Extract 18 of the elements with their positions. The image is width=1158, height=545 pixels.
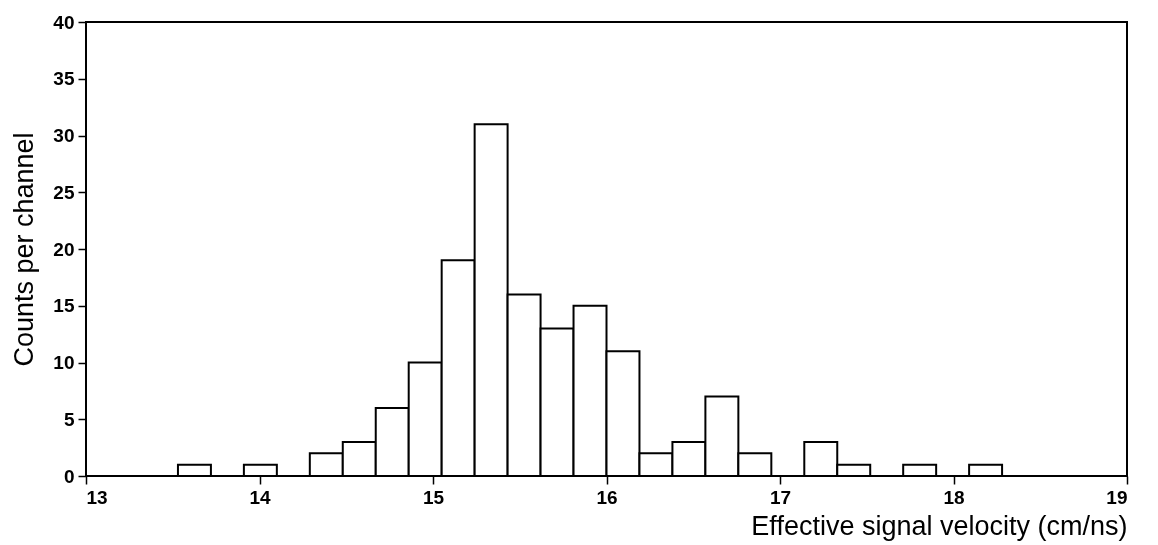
y-axis-title: Counts per channel (9, 132, 40, 367)
y-tick-label: 5 (63, 408, 75, 430)
y-tick-label: 25 (53, 181, 75, 203)
x-tick-label: 15 (422, 486, 445, 508)
x-tick-label: 17 (769, 486, 792, 508)
y-tick-label: 15 (53, 295, 75, 317)
x-tick-label: 14 (249, 486, 271, 508)
x-tick-label: 18 (943, 486, 965, 508)
x-tick-label: 13 (86, 486, 108, 508)
y-tick-label: 20 (53, 238, 75, 260)
y-tick-label: 0 (63, 465, 75, 487)
x-tick-label: 16 (596, 486, 618, 508)
y-tick-label: 10 (53, 352, 75, 373)
x-axis-title: Effective signal velocity (cm/ns) (751, 510, 1128, 541)
y-tick-label: 35 (53, 68, 75, 90)
x-tick-label: 19 (1106, 486, 1128, 508)
y-tick-label: 40 (53, 11, 75, 33)
y-tick-label: 30 (53, 125, 75, 146)
